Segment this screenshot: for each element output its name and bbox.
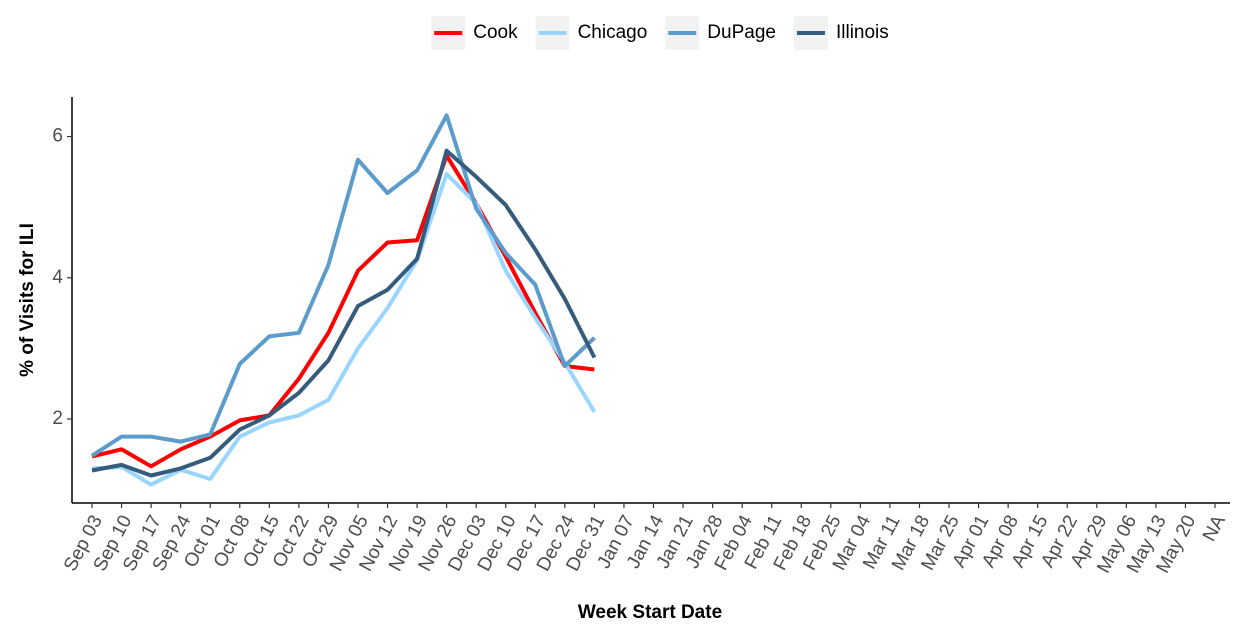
y-tick-label: 6 [52,126,63,147]
series-line [91,172,597,487]
legend-label: Chicago [578,22,648,43]
legend-label: Illinois [836,22,889,43]
legend-label: DuPage [707,22,776,43]
series-line [91,148,597,478]
y-tick-label: 2 [52,408,63,429]
x-tick-label: NA [1199,512,1230,545]
legend-label: Cook [473,22,518,43]
y-tick-label: 4 [52,267,63,288]
y-axis-title: % of Visits for ILI [17,223,38,377]
series-line [90,113,596,458]
x-axis-title: Week Start Date [578,602,722,623]
series-line [91,153,595,469]
